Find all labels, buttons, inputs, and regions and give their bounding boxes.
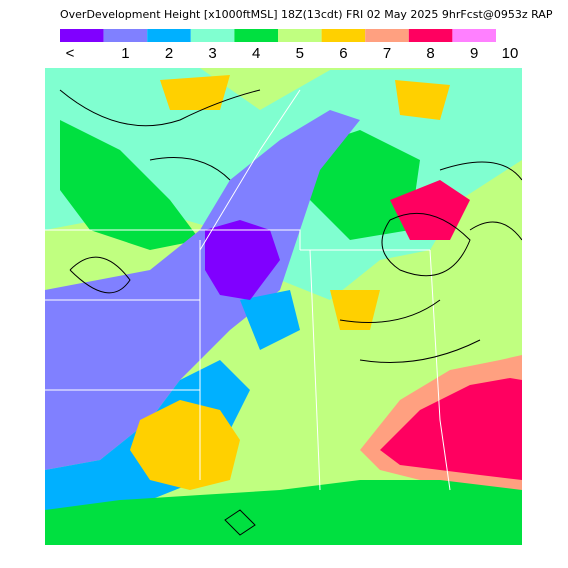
field-crimson [380,378,522,480]
field-gold [130,75,450,490]
colorbar-swatch [60,29,104,42]
colorbar-label: 5 [296,45,304,62]
colorbar-label: 10 [502,45,519,62]
colorbar-label: 8 [426,45,434,62]
field-purple [205,220,280,300]
colorbar-label: 2 [165,45,173,62]
field-periwinkle [45,110,360,470]
state-borders [45,89,451,491]
colorbar-label: 4 [252,45,260,62]
colorbar-label: 3 [208,45,216,62]
colorbar-swatch [452,29,496,42]
field-gulf [45,480,522,545]
colorbar-label: 7 [383,45,391,62]
colorbar-swatch [321,29,366,42]
map [45,68,522,545]
map-title: OverDevelopment Height [x1000ftMSL] 18Z(… [60,8,553,21]
field-crimson-north [390,180,470,240]
colorbar-swatch [103,29,148,42]
colorbar-label: 1 [121,45,129,62]
colorbar-swatch [190,29,235,42]
colorbar-swatch [365,29,409,42]
colorbar-swatch [408,29,453,42]
colorbar-swatch [147,29,191,42]
colorbar-label: 9 [470,45,478,62]
contours [59,89,522,536]
colorbar-label: < [66,45,75,62]
colorbar-label: 6 [339,45,347,62]
colorbar-swatch [234,29,278,42]
colorbar-swatch [278,29,322,42]
colorbar: <1 2 3 4 5 6 7 8 9 10 [60,29,518,62]
